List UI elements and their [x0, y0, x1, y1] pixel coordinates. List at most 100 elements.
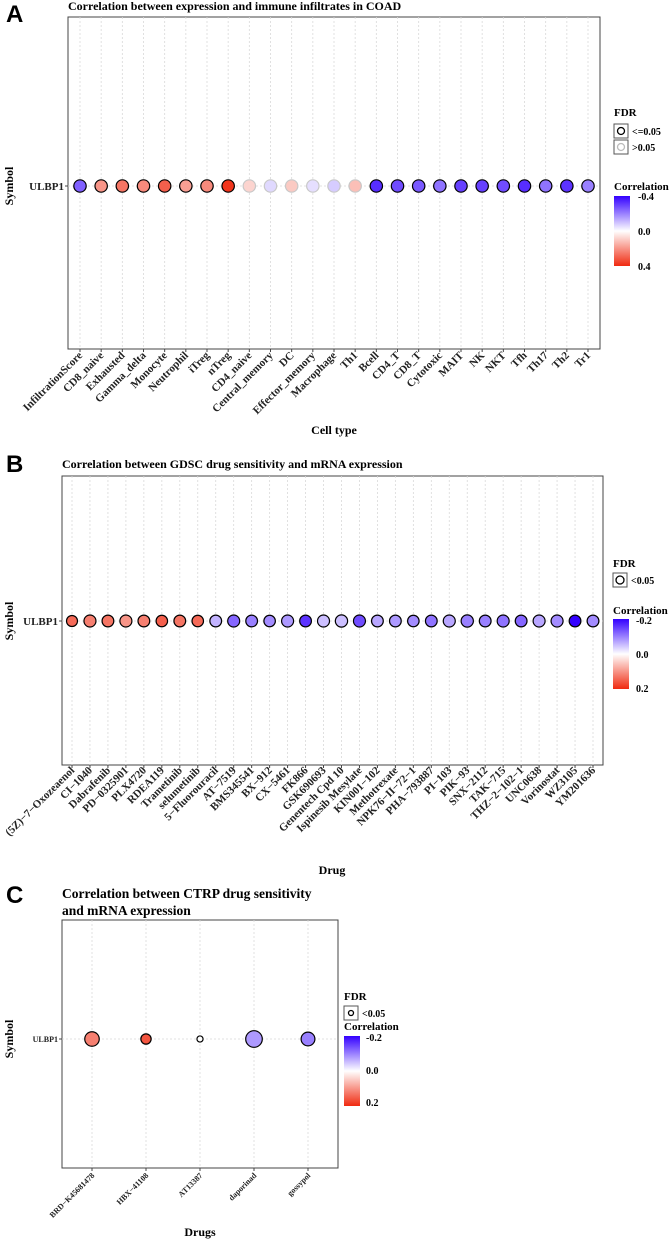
panel-b-point-unc0638 [532, 614, 546, 628]
panel-b-colorbar [613, 619, 629, 689]
panel-a-legend-fdr-title: FDR [614, 107, 638, 119]
panel-a-point-tfh [517, 179, 532, 193]
panel-c-legend-fdr-symbol [347, 1009, 355, 1017]
panel-a-title: Correlation between expression and immun… [68, 0, 402, 13]
panel-a-point-th2 [560, 179, 574, 193]
panel-b-point-genentech-cpd-10 [334, 614, 349, 628]
panel-a-point-th17 [538, 179, 553, 193]
panel-b-legend-fdr-title: FDR [613, 558, 637, 570]
panel-a-x-tick-label: NKT [483, 349, 509, 375]
panel-a-legend-fdr-symbol-sig [616, 126, 626, 136]
panel-c-x-tick-label: daporinad [227, 1171, 259, 1203]
panel-b-point-5-fluorouracil [209, 614, 223, 628]
panel-a-point-tr1 [581, 179, 595, 193]
panel-b-legend-fdr-symbol [615, 575, 625, 585]
panel-c-colorbar-tick-top: -0.2 [366, 1033, 382, 1044]
panel-b-point-tak-715 [496, 614, 510, 628]
panel-b-point-trametinib [173, 614, 187, 628]
panel-b-point-ispinesib-mesylate [352, 614, 367, 628]
panel-c-title-line-1: Correlation between CTRP drug sensitivit… [62, 886, 312, 901]
panel-b-point-pd-0325901 [119, 614, 133, 628]
panel-b-point-pha-793887 [424, 614, 438, 628]
panel-a-point-th1 [348, 179, 362, 193]
panel-letter-c: C [6, 882, 23, 909]
panel-c-legend-fdr-key [343, 1005, 359, 1021]
panel-b-legend-fdr-key [612, 572, 628, 588]
panel-b-colorbar-tick-top: -0.2 [636, 616, 652, 627]
panel-a-x-tick-label: Th1 [338, 350, 360, 372]
panel-a: A Correlation between expression and imm… [2, 0, 669, 437]
panel-a-point-central-memory [263, 179, 278, 193]
panel-b-point-bx-912 [263, 614, 276, 628]
panel-a-point-bcell [369, 179, 384, 193]
panel-b-point-rdea119 [155, 614, 169, 628]
panel-b-y-tick-ulbp1: ULBP1 [23, 616, 58, 628]
panel-c-x-tick-label: gossypol [286, 1171, 313, 1198]
panel-a-point-monocyte [157, 179, 172, 193]
panel-c-y-tick-ulbp1: ULBP1 [33, 1035, 58, 1044]
panel-c-x-tick-label: HBX−41108 [115, 1171, 151, 1207]
panel-a-point-neutrophil [179, 179, 193, 193]
panel-b-legend-corr-title: Correlation [613, 605, 668, 617]
panel-c-legend-fdr-label: <0.05 [362, 1009, 385, 1020]
panel-b-point-pi-103 [442, 614, 456, 628]
panel-b-colorbar-tick-bottom: 0.2 [636, 684, 649, 695]
panel-c-point-at13387 [196, 1035, 204, 1043]
panel-b-point-vorinostat [550, 614, 564, 628]
panel-a-x-tick-label: MAIT [436, 349, 466, 379]
panel-a-point-cd4-naive [242, 179, 257, 193]
panel-b: B Correlation between GDSC drug sensitiv… [2, 451, 668, 877]
panel-b-point-npk76-ii-72-1 [406, 614, 420, 628]
panel-c-point-brd-k45681478 [84, 1031, 100, 1047]
panel-a-x-axis-title: Cell type [311, 423, 357, 437]
panel-a-colorbar [614, 196, 630, 266]
panel-a-colorbar-tick-bottom: 0.4 [638, 262, 651, 273]
panel-b-point-cx-5461 [280, 614, 295, 628]
panel-b-point-dabrafenib [101, 614, 115, 628]
panel-a-point-mait [454, 179, 468, 193]
panel-a-point-cytotoxic [433, 179, 447, 193]
panel-b-point-selumetinib [191, 614, 205, 628]
panel-a-point-gamma-delta [136, 179, 151, 193]
panel-c-x-tick-label: AT13387 [176, 1171, 204, 1199]
panel-a-legend-corr-title: Correlation [614, 181, 669, 193]
panel-c-colorbar-tick-bottom: 0.2 [366, 1098, 379, 1109]
panel-a-point-cd8-t [411, 179, 426, 193]
panel-c-point-daporinad [245, 1030, 263, 1048]
panel-a-legend-fdr-key-1 [613, 123, 629, 139]
panel-b-point-methotrexate [388, 614, 402, 628]
panel-a-point-effector-memory [306, 179, 320, 193]
panel-a-point-macrophage [327, 179, 341, 193]
panel-a-point-cd4-t [390, 179, 405, 193]
panel-c-x-axis-title: Drugs [184, 1225, 216, 1239]
panel-b-point-ci-1040 [83, 614, 97, 628]
panel-b-y-axis-title: Symbol [2, 601, 16, 640]
panel-a-legend-fdr-symbol-nonsig [616, 142, 626, 152]
panel-a-point-ntreg [221, 179, 235, 193]
panel-b-point-kin001-102 [370, 614, 384, 628]
panel-a-x-tick-label: Tr1 [573, 350, 593, 370]
panel-a-x-tick-label: Th2 [550, 349, 572, 371]
panel-b-title: Correlation between GDSC drug sensitivit… [62, 457, 403, 471]
panel-c-y-axis-title: Symbol [2, 1019, 16, 1058]
panel-b-point-5z-7-oxozeaenol [65, 614, 79, 628]
panel-a-x-tick-label: Th17 [525, 349, 551, 375]
panel-c: C Correlation between CTRP drug sensitiv… [2, 882, 399, 1239]
panel-b-x-axis-title: Drug [319, 863, 346, 877]
panel-b-point-pik-93 [460, 614, 474, 628]
panel-b-point-at-7519 [227, 614, 241, 628]
panel-b-point-fk866 [299, 614, 313, 628]
panel-a-point-nkt [496, 179, 511, 193]
panel-a-point-infiltrationscore [73, 179, 87, 193]
panel-a-point-dc [284, 179, 299, 193]
panel-b-point-plx4720 [137, 614, 151, 628]
panel-a-colorbar-tick-mid: 0.0 [638, 227, 651, 238]
panel-b-point-snx-2112 [478, 614, 492, 628]
panel-c-colorbar-tick-mid: 0.0 [366, 1066, 379, 1077]
panel-a-colorbar-tick-top: -0.4 [638, 192, 654, 203]
panel-b-point-wz3105 [568, 614, 582, 628]
panel-c-x-tick-label: BRD−K45681478 [48, 1171, 97, 1220]
panel-b-point-thz-2-102-1 [514, 614, 528, 628]
panel-c-title-line-2: and mRNA expression [62, 903, 191, 918]
